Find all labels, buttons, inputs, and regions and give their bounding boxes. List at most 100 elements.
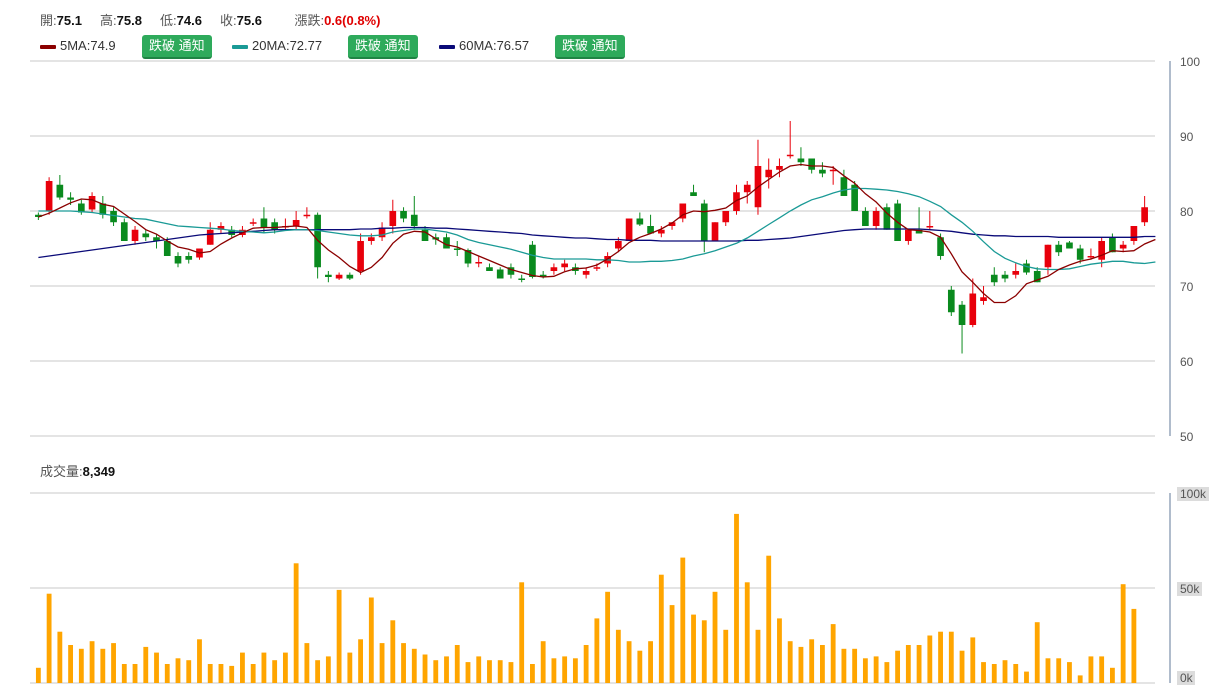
volume-bar [530, 664, 535, 683]
ma60-notify-button[interactable]: 跌破 通知 [555, 35, 625, 59]
volume-bar [723, 630, 728, 683]
volume-bar [444, 656, 449, 683]
candle-body [551, 267, 558, 271]
volume-bar [337, 590, 342, 683]
volume-bar [1013, 664, 1018, 683]
candle-body [776, 166, 783, 170]
ma60-swatch [439, 45, 455, 49]
candle-body [722, 211, 729, 222]
volume-bar [659, 575, 664, 683]
volume-bar [401, 643, 406, 683]
low-label: 低: [160, 13, 177, 28]
candle-body [1066, 243, 1073, 249]
volume-bar [412, 649, 417, 683]
candle-body [132, 230, 139, 241]
candle-body [819, 170, 826, 174]
close-label: 收: [220, 13, 237, 28]
candle-body [389, 211, 396, 226]
candle-body [207, 230, 214, 245]
volume-bar [143, 647, 148, 683]
candle-body [873, 211, 880, 226]
volume-bar [90, 641, 95, 683]
open-label: 開: [40, 13, 57, 28]
candle-body [336, 275, 343, 279]
candle-body [411, 215, 418, 226]
candle-body [969, 294, 976, 326]
volume-bar [938, 632, 943, 683]
volume-tick-label: 100k [1180, 487, 1207, 501]
volume-bar [154, 653, 159, 683]
candle-body [304, 215, 311, 217]
candle-body [615, 241, 622, 249]
volume-bar [992, 664, 997, 683]
candlestick-series [35, 121, 1148, 354]
volume-bar [294, 563, 299, 683]
candle-body [142, 234, 149, 238]
volume-bar [970, 637, 975, 683]
candle-body [529, 245, 536, 277]
ma20-label: 20MA:72.77 [252, 38, 322, 53]
volume-bar [165, 664, 170, 683]
volume-value: 8,349 [83, 464, 116, 479]
candle-body [1088, 256, 1095, 258]
price-tick-label: 70 [1180, 280, 1194, 294]
volume-bar [1089, 656, 1094, 683]
candle-body [67, 198, 74, 200]
candle-body [475, 262, 482, 264]
candle-body [862, 211, 869, 226]
candle-body [583, 271, 590, 275]
candle-body [765, 170, 772, 178]
volume-bar [122, 664, 127, 683]
price-tick-label: 80 [1180, 205, 1194, 219]
volume-bar [433, 660, 438, 683]
candle-body [185, 256, 192, 260]
volume-bar [917, 645, 922, 683]
volume-bar [36, 668, 41, 683]
candle-body [905, 230, 912, 241]
candle-body [808, 159, 815, 170]
volume-bar [455, 645, 460, 683]
candle-body [1131, 226, 1138, 241]
volume-bar [702, 620, 707, 683]
volume-bar [380, 643, 385, 683]
volume-bar [788, 641, 793, 683]
volume-bar [799, 647, 804, 683]
volume-bar [1046, 658, 1051, 683]
candle-body [991, 275, 998, 283]
price-tick-label: 90 [1180, 130, 1194, 144]
candle-body [57, 185, 64, 198]
volume-bar [756, 630, 761, 683]
ma5-notify-button[interactable]: 跌破 通知 [142, 35, 212, 59]
ma20-notify-button[interactable]: 跌破 通知 [348, 35, 418, 59]
volume-bar [229, 666, 234, 683]
volume-bar [423, 655, 428, 684]
volume-bar [734, 514, 739, 683]
volume-bar [627, 641, 632, 683]
volume-bar [262, 653, 267, 683]
volume-bar [79, 649, 84, 683]
candle-body [980, 297, 987, 301]
volume-bar [208, 664, 213, 683]
candle-body [926, 226, 933, 228]
candle-body [368, 237, 375, 241]
price-tick-label: 50 [1180, 430, 1194, 444]
volume-bar [809, 639, 814, 683]
candle-body [1109, 237, 1116, 252]
volume-bar [691, 615, 696, 683]
volume-bar [605, 592, 610, 683]
candle-body [948, 290, 955, 313]
volume-bar [326, 656, 331, 683]
volume-bar [466, 662, 471, 683]
volume-bar [111, 643, 116, 683]
price-axis: 100 90 80 70 60 50 [1170, 55, 1200, 444]
ma20-swatch [232, 45, 248, 49]
volume-bar [251, 664, 256, 683]
ma5-label: 5MA:74.9 [60, 38, 116, 53]
volume-bar [347, 653, 352, 683]
candle-body [486, 267, 493, 271]
volume-bar [57, 632, 62, 683]
volume-bar [1067, 662, 1072, 683]
high-value: 75.8 [117, 13, 142, 28]
high-label: 高: [100, 13, 117, 28]
